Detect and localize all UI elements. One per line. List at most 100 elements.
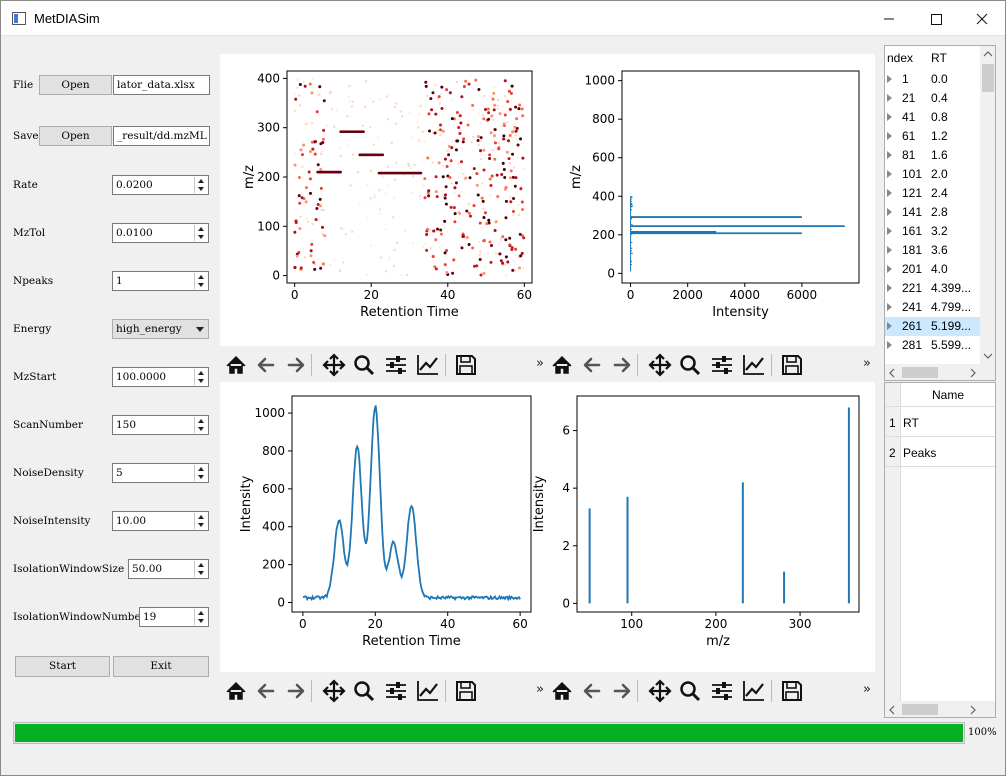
expand-chevron-icon[interactable] [887, 341, 892, 349]
expand-chevron-icon[interactable] [887, 322, 892, 330]
toolbar-overflow-button[interactable]: » [536, 682, 544, 697]
expand-chevron-icon[interactable] [887, 170, 892, 178]
home-button[interactable] [549, 352, 575, 378]
toolbar-overflow-button[interactable]: » [536, 356, 544, 371]
expand-chevron-icon[interactable] [887, 227, 892, 235]
table-horizontal-scrollbar[interactable] [885, 701, 995, 717]
tree-row[interactable]: 161 3.2 [885, 222, 981, 241]
isolation-window-size-spinbox[interactable]: 50.00 [128, 559, 209, 579]
zoom-button[interactable] [351, 352, 377, 378]
back-button[interactable] [579, 352, 605, 378]
pan-button[interactable] [321, 678, 347, 704]
save-button[interactable] [453, 678, 479, 704]
maximize-button[interactable] [913, 1, 959, 36]
tree-horizontal-scrollbar[interactable] [885, 364, 995, 380]
spin-arrows-icon[interactable] [194, 369, 207, 385]
spin-arrows-icon[interactable] [194, 609, 207, 625]
forward-button[interactable] [283, 678, 309, 704]
isolation-window-number-spinbox[interactable]: 19 [139, 607, 209, 627]
back-button[interactable] [253, 678, 279, 704]
spin-arrows-icon[interactable] [194, 273, 207, 289]
rate-spinbox[interactable]: 0.0200 [112, 175, 209, 195]
expand-chevron-icon[interactable] [887, 303, 892, 311]
forward-button[interactable] [283, 352, 309, 378]
table-header-name[interactable]: Name [932, 388, 965, 402]
tree-row[interactable]: 141 2.8 [885, 203, 981, 222]
pan-button[interactable] [647, 678, 673, 704]
home-button[interactable] [223, 352, 249, 378]
start-button[interactable]: Start [15, 656, 110, 677]
table-cell-name[interactable]: RT [903, 416, 919, 430]
mztol-spinbox[interactable]: 0.0100 [112, 223, 209, 243]
tree-row[interactable]: 261 5.199... [885, 317, 981, 336]
expand-chevron-icon[interactable] [887, 94, 892, 102]
zoom-button[interactable] [351, 678, 377, 704]
expand-chevron-icon[interactable] [887, 208, 892, 216]
spin-arrows-icon[interactable] [194, 513, 207, 529]
npeaks-spinbox[interactable]: 1 [112, 271, 209, 291]
edit-axes-button[interactable] [741, 678, 767, 704]
mzstart-spinbox[interactable]: 100.0000 [112, 367, 209, 387]
save-button[interactable] [779, 678, 805, 704]
tree-row[interactable]: 121 2.4 [885, 184, 981, 203]
scan-tree-view[interactable]: ndex RT 1 0.0 21 0.4 41 0.8 61 1.2 81 1.6 101 2.0 12… [884, 45, 996, 381]
tree-header-rt[interactable]: RT [931, 51, 947, 65]
home-button[interactable] [549, 678, 575, 704]
expand-chevron-icon[interactable] [887, 284, 892, 292]
spin-arrows-icon[interactable] [194, 177, 207, 193]
tree-row[interactable]: 21 0.4 [885, 89, 981, 108]
info-table[interactable]: Name 1 RT 2 Peaks [884, 382, 996, 718]
configure-subplots-button[interactable] [709, 352, 735, 378]
forward-button[interactable] [609, 678, 635, 704]
expand-chevron-icon[interactable] [887, 265, 892, 273]
save-button[interactable] [453, 352, 479, 378]
bottom-plot-canvas[interactable]: 0 20 40 60 0 200 400 600 800 1000 Retention Time In… [220, 382, 875, 672]
configure-subplots-button[interactable] [709, 678, 735, 704]
back-button[interactable] [579, 678, 605, 704]
edit-axes-button[interactable] [415, 678, 441, 704]
configure-subplots-button[interactable] [383, 352, 409, 378]
expand-chevron-icon[interactable] [887, 132, 892, 140]
tree-row[interactable]: 281 5.599... [885, 336, 981, 355]
spin-arrows-icon[interactable] [194, 225, 207, 241]
tree-row[interactable]: 221 4.399... [885, 279, 981, 298]
tree-row[interactable]: 101 2.0 [885, 165, 981, 184]
expand-chevron-icon[interactable] [887, 246, 892, 254]
noiseintensity-spinbox[interactable]: 10.00 [112, 511, 209, 531]
table-cell-name[interactable]: Peaks [903, 446, 937, 460]
tree-row[interactable]: 181 3.6 [885, 241, 981, 260]
minimize-button[interactable] [866, 1, 912, 36]
tree-row[interactable]: 41 0.8 [885, 108, 981, 127]
edit-axes-button[interactable] [415, 352, 441, 378]
pan-button[interactable] [321, 352, 347, 378]
expand-chevron-icon[interactable] [887, 75, 892, 83]
tree-row[interactable]: 81 1.6 [885, 146, 981, 165]
spin-arrows-icon[interactable] [194, 417, 207, 433]
save-open-button[interactable]: Open [39, 126, 112, 146]
tree-vertical-scrollbar[interactable] [980, 46, 995, 364]
file-path-input[interactable]: lator_data.xlsx [113, 75, 210, 95]
zoom-button[interactable] [677, 678, 703, 704]
toolbar-overflow-button[interactable]: » [863, 682, 871, 697]
back-button[interactable] [253, 352, 279, 378]
spin-arrows-icon[interactable] [194, 465, 207, 481]
close-button[interactable] [959, 1, 1005, 36]
tree-row[interactable]: 201 4.0 [885, 260, 981, 279]
file-open-button[interactable]: Open [39, 75, 112, 95]
tree-row[interactable]: 61 1.2 [885, 127, 981, 146]
energy-combobox[interactable]: high_energy [112, 319, 209, 339]
expand-chevron-icon[interactable] [887, 189, 892, 197]
zoom-button[interactable] [677, 352, 703, 378]
tree-row[interactable]: 1 0.0 [885, 70, 981, 89]
home-button[interactable] [223, 678, 249, 704]
expand-chevron-icon[interactable] [887, 113, 892, 121]
configure-subplots-button[interactable] [383, 678, 409, 704]
noisedensity-spinbox[interactable]: 5 [112, 463, 209, 483]
expand-chevron-icon[interactable] [887, 151, 892, 159]
save-button[interactable] [779, 352, 805, 378]
scannumber-spinbox[interactable]: 150 [112, 415, 209, 435]
pan-button[interactable] [647, 352, 673, 378]
spin-arrows-icon[interactable] [194, 561, 207, 577]
exit-button[interactable]: Exit [113, 656, 209, 677]
